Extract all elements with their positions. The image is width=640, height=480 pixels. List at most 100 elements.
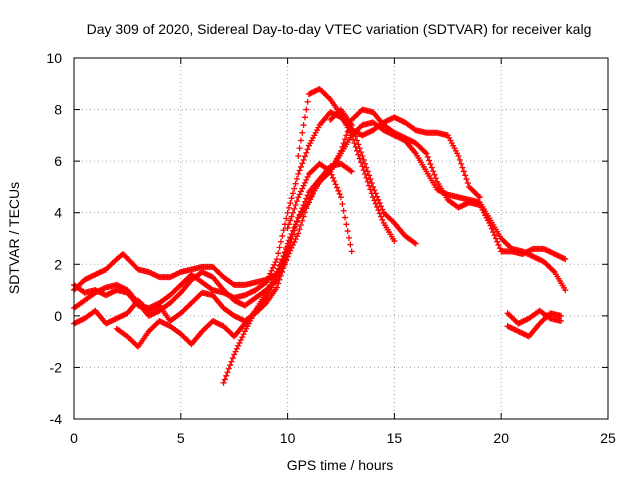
data-point bbox=[558, 312, 565, 319]
data-point bbox=[287, 217, 294, 224]
data-point bbox=[295, 194, 302, 201]
y-tick-label: -2 bbox=[50, 359, 63, 375]
data-point bbox=[329, 174, 336, 181]
data-point bbox=[293, 198, 300, 205]
data-point bbox=[412, 240, 419, 247]
y-tick-label: 2 bbox=[54, 256, 62, 272]
data-point bbox=[297, 188, 304, 195]
data-point bbox=[328, 171, 335, 178]
data-point bbox=[492, 235, 499, 242]
data-point bbox=[340, 207, 347, 214]
data-point bbox=[269, 264, 276, 271]
series-sat-f bbox=[220, 160, 355, 386]
data-point bbox=[297, 137, 304, 144]
data-point bbox=[301, 179, 308, 186]
data-point bbox=[430, 168, 437, 175]
data-point bbox=[300, 122, 307, 129]
x-tick-label: 0 bbox=[70, 430, 78, 446]
data-point bbox=[351, 129, 358, 136]
data-point bbox=[289, 227, 296, 234]
data-point bbox=[287, 200, 294, 207]
y-tick-label: -4 bbox=[50, 411, 63, 427]
data-point bbox=[292, 201, 299, 208]
data-point bbox=[223, 372, 230, 379]
axis-ticks bbox=[73, 57, 609, 420]
data-point bbox=[208, 286, 215, 293]
data-point bbox=[342, 214, 349, 221]
data-point bbox=[303, 195, 310, 202]
data-point bbox=[356, 145, 363, 152]
data-point bbox=[284, 240, 291, 247]
data-point bbox=[350, 125, 357, 132]
data-point bbox=[363, 164, 370, 171]
data-point bbox=[308, 193, 315, 200]
data-point bbox=[292, 221, 299, 228]
x-axis-label: GPS time / hours bbox=[287, 457, 394, 473]
x-tick-label: 5 bbox=[177, 430, 185, 446]
data-point bbox=[276, 265, 283, 272]
data-point bbox=[422, 149, 429, 156]
data-point bbox=[333, 184, 340, 191]
data-point bbox=[343, 221, 350, 228]
data-point bbox=[231, 351, 238, 358]
data-point bbox=[288, 244, 295, 251]
data-point bbox=[293, 233, 300, 240]
data-point bbox=[496, 245, 503, 252]
data-point bbox=[296, 167, 303, 174]
data-point bbox=[304, 173, 311, 180]
data-point bbox=[292, 180, 299, 187]
data-point bbox=[545, 314, 552, 321]
data-point bbox=[283, 244, 290, 251]
data-point bbox=[301, 153, 308, 160]
data-point bbox=[455, 152, 462, 159]
data-point bbox=[562, 256, 569, 263]
data-point bbox=[311, 187, 318, 194]
data-point bbox=[362, 160, 369, 167]
plot-frame bbox=[73, 57, 609, 420]
data-point bbox=[277, 238, 284, 245]
data-point bbox=[291, 239, 298, 246]
data-point bbox=[292, 236, 299, 243]
data-point bbox=[305, 199, 312, 206]
data-point bbox=[276, 244, 283, 251]
data-point bbox=[344, 228, 351, 235]
data-point bbox=[378, 203, 385, 210]
data-point bbox=[287, 247, 294, 254]
data-point bbox=[459, 164, 466, 171]
data-point bbox=[232, 348, 239, 355]
data-point bbox=[411, 239, 418, 246]
data-point bbox=[342, 136, 349, 143]
data-point bbox=[372, 190, 379, 197]
tick-labels: 0 5 10 15 20 25 -4 -2 0 2 4 6 8 10 bbox=[46, 50, 616, 446]
data-point bbox=[227, 362, 234, 369]
data-point bbox=[299, 129, 306, 136]
data-point bbox=[275, 280, 282, 287]
data-point bbox=[491, 232, 498, 239]
data-point bbox=[558, 318, 565, 325]
data-point bbox=[291, 185, 298, 192]
data-point bbox=[376, 200, 383, 207]
data-point bbox=[348, 248, 355, 255]
data-point bbox=[475, 192, 482, 199]
data-point bbox=[494, 238, 501, 245]
data-point bbox=[280, 227, 287, 234]
data-point bbox=[229, 280, 236, 287]
data-point bbox=[367, 176, 374, 183]
series-sat-c bbox=[71, 106, 569, 319]
data-point bbox=[307, 196, 314, 203]
series-sat-j bbox=[504, 310, 565, 340]
data-point bbox=[283, 215, 290, 222]
data-point bbox=[462, 172, 469, 179]
data-point bbox=[280, 253, 287, 260]
data-point bbox=[235, 342, 242, 349]
data-point bbox=[299, 185, 306, 192]
data-point bbox=[291, 224, 298, 231]
x-tick-label: 10 bbox=[280, 430, 296, 446]
data-point bbox=[289, 209, 296, 216]
data-point bbox=[295, 152, 302, 159]
data-point bbox=[336, 191, 343, 198]
data-point bbox=[229, 355, 236, 362]
data-point bbox=[347, 167, 354, 174]
data-point bbox=[304, 146, 311, 153]
data-point bbox=[366, 172, 373, 179]
